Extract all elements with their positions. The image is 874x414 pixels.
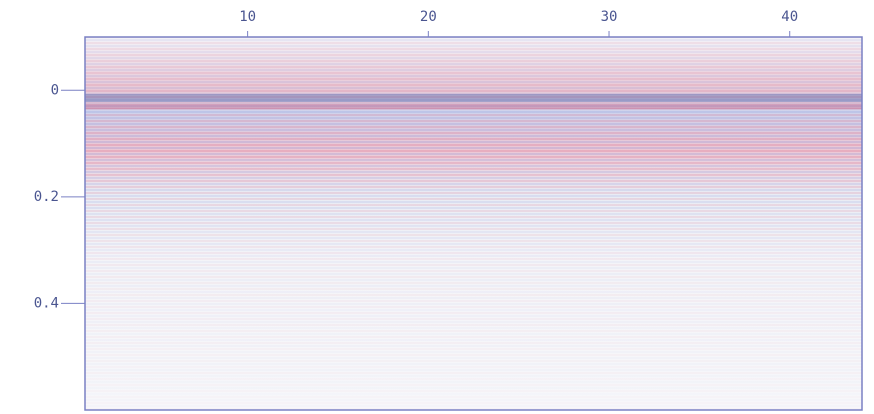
y-tick-label: 0 xyxy=(51,82,59,98)
plot-frame xyxy=(84,36,863,411)
seismic-reflector xyxy=(85,94,862,102)
x-tick-label: 10 xyxy=(239,9,256,25)
x-tick-label: 20 xyxy=(420,9,437,25)
x-tick-label: 30 xyxy=(601,9,618,25)
y-tick-label: 0.4 xyxy=(34,295,59,311)
seismic-reflector xyxy=(85,104,862,109)
seismic-texture xyxy=(85,37,862,410)
y-tick-label: 0.2 xyxy=(34,189,59,205)
x-tick-label: 40 xyxy=(781,9,798,25)
